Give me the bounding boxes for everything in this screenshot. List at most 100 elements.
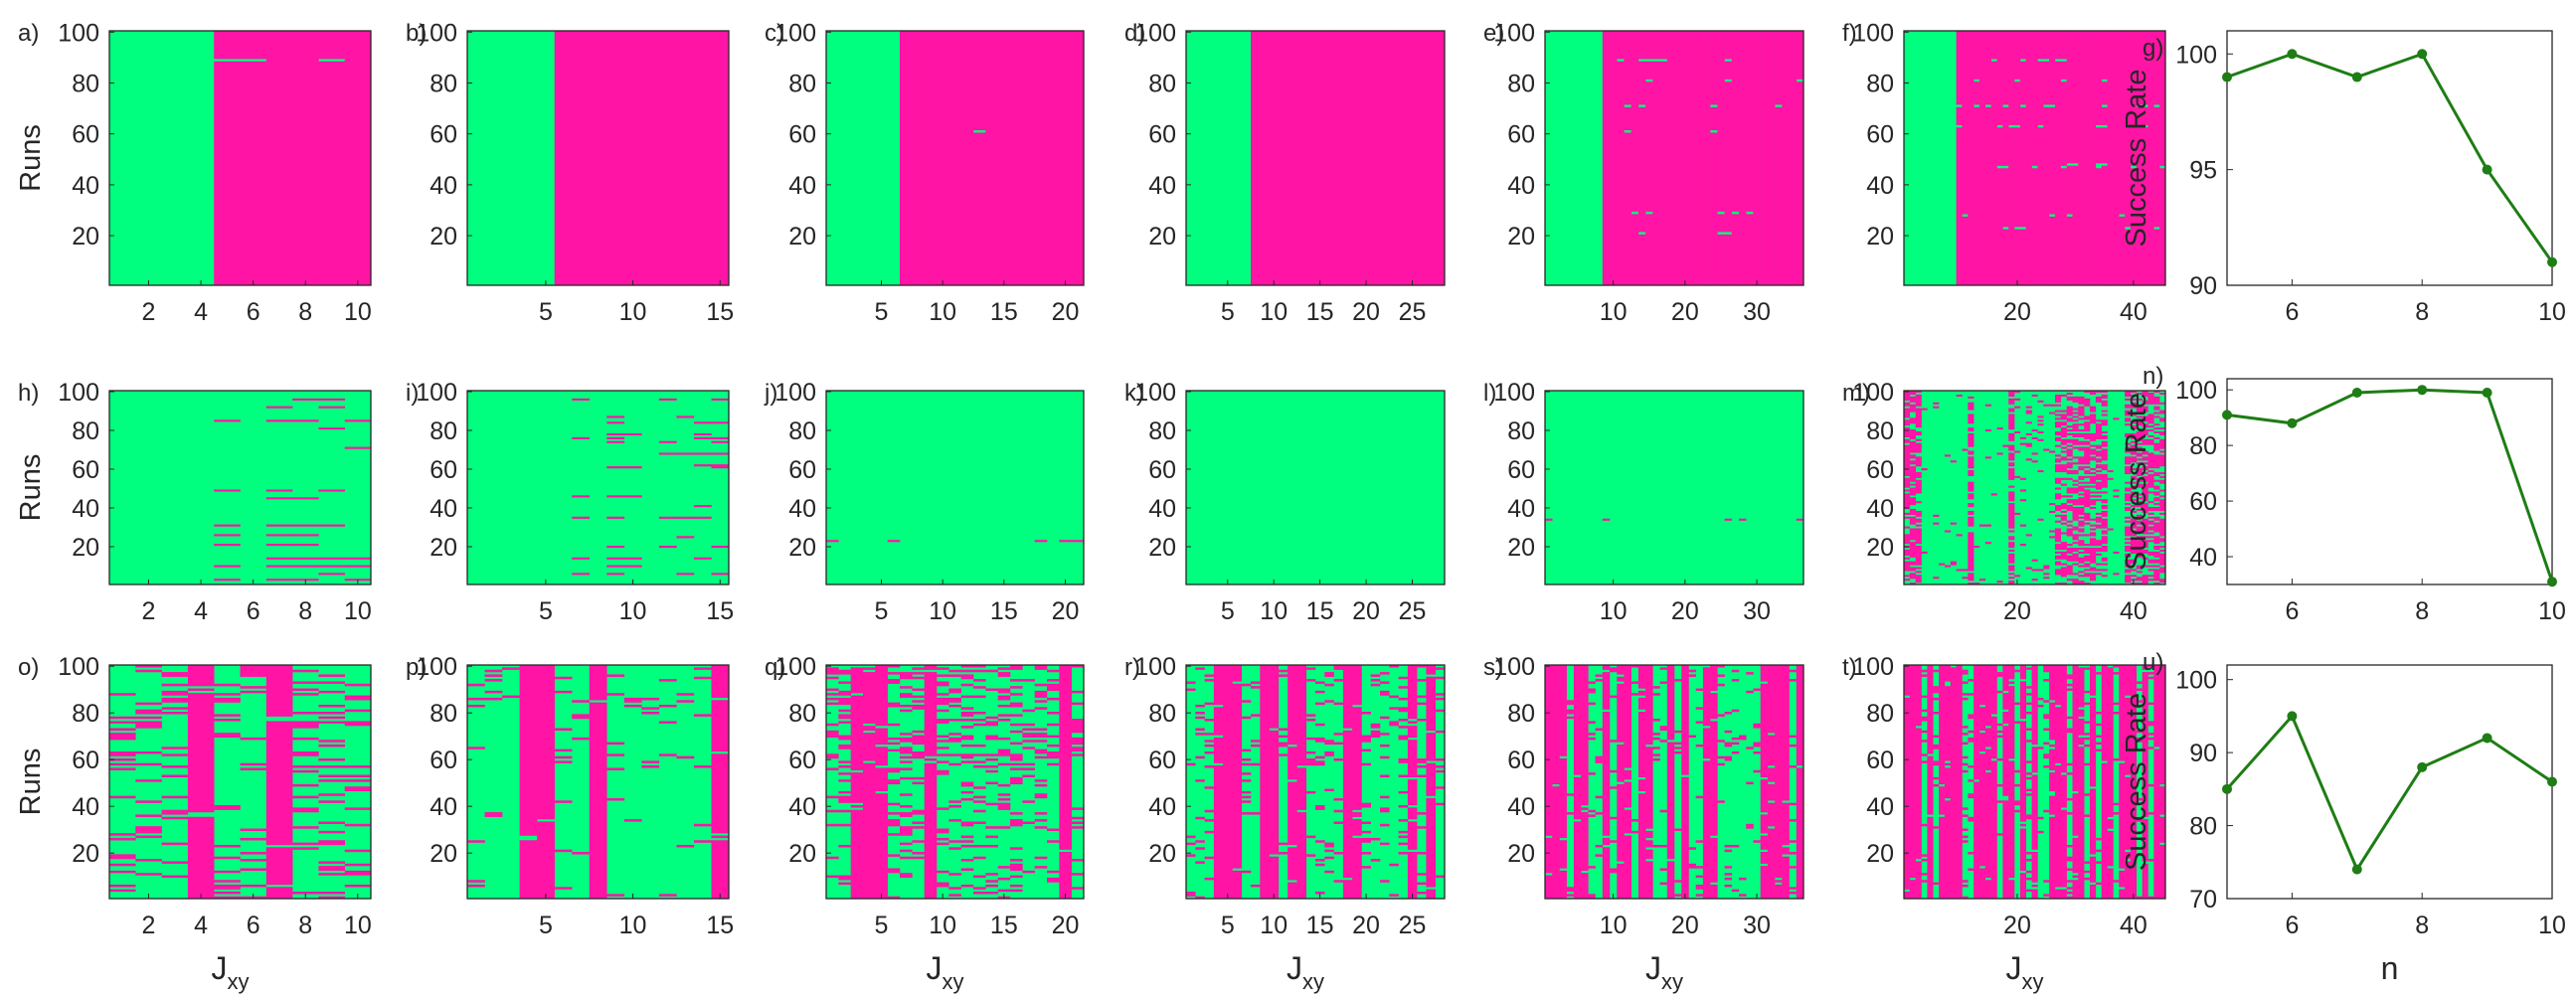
heatmap-cell-failure [1645, 747, 1653, 829]
heatmap-cell-failure [1909, 567, 1916, 572]
heatmap-cell-failure [1610, 786, 1618, 789]
heatmap-cell-failure [1602, 837, 1611, 846]
heatmap-cell-failure [1915, 438, 1922, 441]
heatmap-cell-failure [318, 721, 345, 724]
heatmap-cell-failure [2142, 672, 2148, 817]
heatmap-cell-failure [693, 516, 712, 519]
heatmap-cell-failure [2054, 436, 2062, 441]
heatmap-cell-failure [1789, 802, 1798, 806]
heatmap-cell-failure [1305, 719, 1316, 722]
heatmap-cell-failure [1204, 830, 1215, 834]
heatmap-cell-failure [2054, 454, 2062, 457]
heatmap-cell-failure [1996, 723, 2003, 727]
heatmap-cell-failure [641, 697, 660, 701]
heatmap-cell-failure [265, 497, 293, 500]
heatmap-cell-failure [292, 669, 319, 673]
heatmap-cell-failure [985, 669, 998, 673]
heatmap-cell-failure [1996, 800, 2003, 803]
heatmap-cell-failure [2054, 505, 2062, 512]
heatmap-cell-failure [1796, 767, 1804, 900]
heatmap-cell-failure [960, 844, 974, 848]
heatmap-cell-failure [1789, 866, 1798, 869]
heatmap-cell-failure [973, 712, 986, 715]
heatmap-cell-failure [887, 737, 901, 741]
heatmap-cell-failure [1746, 214, 1754, 286]
heatmap-cell-failure [589, 702, 607, 900]
heatmap-cell-failure [900, 805, 913, 808]
heatmap-cell-failure [2066, 868, 2073, 871]
heatmap-cell-failure [1974, 781, 1980, 900]
heatmap-cell-failure [1996, 730, 2003, 734]
heatmap-cell-failure [2125, 546, 2132, 553]
heatmap-cell-failure [214, 683, 241, 687]
heatmap-cell-failure [2159, 475, 2166, 478]
heatmap-cell-failure [2153, 396, 2160, 405]
heatmap-cell-failure [2066, 891, 2073, 895]
heatmap-cell-failure [265, 565, 293, 568]
heatmap-cell-failure [161, 774, 189, 777]
y-tick-label: 40 [72, 495, 99, 523]
heatmap-cell-failure [2107, 868, 2114, 900]
heatmap-cell-failure [2060, 168, 2067, 286]
heatmap-cell-failure [1724, 31, 1733, 60]
heatmap-cell-failure [658, 516, 677, 519]
heatmap-cell-failure [2019, 489, 2027, 492]
heatmap-cell-failure [1996, 735, 2003, 739]
heatmap-cell-failure [2078, 534, 2085, 537]
heatmap-cell-failure [1022, 679, 1035, 682]
heatmap-cell-failure [2066, 844, 2073, 848]
heatmap-cell-failure [2031, 429, 2038, 432]
heatmap-cell-failure [1195, 847, 1205, 850]
heatmap-cell-failure [1933, 882, 1940, 886]
heatmap-cell-failure [2084, 31, 2091, 286]
heatmap-cell-failure [2125, 391, 2132, 398]
heatmap-cell-failure [1034, 856, 1048, 860]
heatmap-cell-failure [2159, 489, 2166, 492]
heatmap-cell-failure [1909, 460, 1916, 465]
heatmap-cell-failure [1695, 31, 1704, 286]
heatmap-cell-failure [711, 436, 730, 439]
heatmap-cell-failure [1617, 676, 1625, 682]
heatmap-cell-failure [2130, 412, 2138, 417]
heatmap-cell-failure [2153, 423, 2160, 426]
heatmap-cell-failure [2125, 442, 2132, 445]
heatmap-cell-failure [2142, 438, 2148, 445]
heatmap-cell-failure [1361, 830, 1372, 834]
heatmap-cell-failure [2090, 856, 2097, 883]
heatmap-cell-failure [1921, 674, 1928, 677]
heatmap-cell-failure [214, 565, 241, 568]
heatmap-cell-failure [1581, 665, 1589, 806]
heatmap-cell-failure [1186, 688, 1196, 692]
heatmap-cell-failure [1962, 448, 1969, 451]
heatmap-cell-failure [2066, 487, 2073, 494]
heatmap-cell-failure [2037, 61, 2044, 125]
heatmap-cell-failure [2130, 468, 2138, 471]
heatmap-cell-failure [2159, 665, 2166, 785]
heatmap-cell-failure [109, 693, 136, 696]
heatmap-cell-failure [1933, 406, 1940, 409]
heatmap-cell-failure [1739, 31, 1747, 286]
heatmap-cell-failure [1978, 707, 1986, 731]
heatmap-cell-failure [1933, 402, 1940, 405]
heatmap-cell-failure [973, 686, 986, 689]
heatmap-cell-failure [2159, 168, 2166, 286]
heatmap-cell-failure [2136, 483, 2143, 488]
heatmap-cell-failure [1933, 744, 1940, 750]
heatmap-cell-failure [1010, 884, 1023, 888]
heatmap-cell-failure [2090, 444, 2097, 447]
heatmap-cell-failure [900, 856, 913, 860]
heatmap-cell-failure [2066, 31, 2073, 164]
heatmap-cell-failure [1724, 884, 1733, 888]
x-tick-label: 30 [1743, 597, 1771, 625]
heatmap-cell-failure [937, 807, 949, 810]
y-tick-label: 60 [429, 456, 457, 484]
heatmap-cell-failure [2049, 772, 2056, 792]
heatmap-cell-failure [1904, 534, 1911, 545]
heatmap-cell-failure [2002, 665, 2009, 692]
heatmap-cell-failure [161, 672, 189, 677]
heatmap-cell-failure [292, 737, 319, 741]
heatmap-cell-failure [2043, 565, 2050, 570]
heatmap-cell-failure [1927, 755, 1934, 815]
heatmap-cell-failure [2037, 569, 2044, 572]
heatmap-cell-failure [135, 709, 162, 715]
